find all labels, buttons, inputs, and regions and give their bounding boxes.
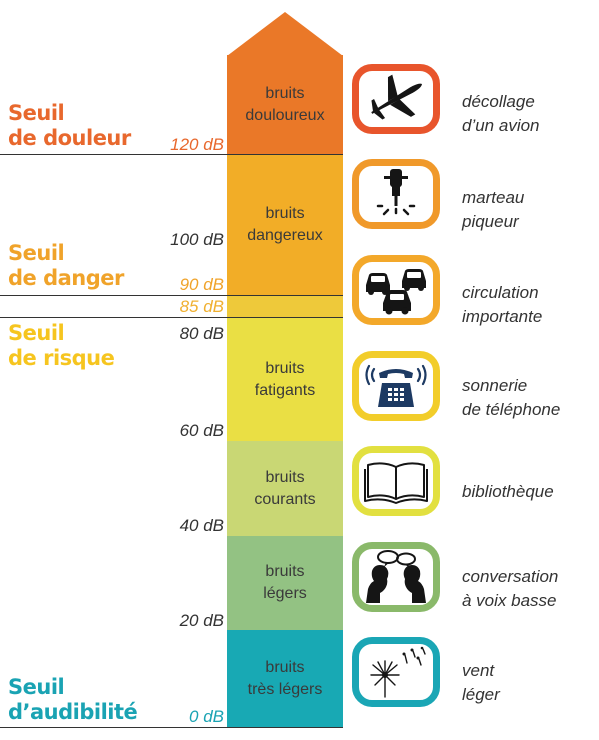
source-label-line: circulation	[462, 283, 539, 302]
band-label: très légers	[247, 681, 323, 698]
icon-box-avion	[352, 64, 440, 134]
db-label-40: 40 dB	[179, 516, 224, 535]
level-arrow-column	[227, 12, 343, 56]
icon-box-bibliotheque	[352, 446, 440, 516]
threshold-title: Seuil	[8, 101, 65, 125]
source-label-marteau: marteau piqueur	[462, 186, 524, 234]
band-label: douloureux	[245, 106, 325, 124]
book-icon	[364, 462, 428, 504]
band-transition	[227, 296, 343, 318]
db-label-100: 100 dB	[170, 230, 224, 249]
threshold-title: Seuil	[8, 241, 65, 265]
airplane-icon	[371, 74, 422, 120]
source-label-avion: décollage d’un avion	[462, 90, 540, 138]
threshold-title: de douleur	[8, 126, 131, 150]
source-label-line: importante	[462, 307, 543, 326]
icon-box-conversation	[352, 542, 440, 612]
source-label-line: marteau	[462, 188, 525, 207]
source-label-conversation: conversation à voix basse	[462, 565, 558, 613]
band-label: courants	[254, 490, 316, 508]
band-label: bruits	[265, 205, 305, 222]
db-label-0: 0 dB	[189, 707, 224, 726]
threshold-title: de danger	[8, 266, 124, 290]
source-label-telephone: sonnerie de téléphone	[462, 374, 560, 422]
source-label-vent: vent léger	[462, 659, 500, 707]
band-courants: bruits courants	[227, 441, 343, 536]
source-label-circulation: circulation importante	[462, 281, 542, 329]
threshold-title: Seuil	[8, 321, 65, 345]
db-label-90: 90 dB	[179, 275, 224, 294]
source-label-line: d’un avion	[462, 116, 540, 135]
conversation-icon	[366, 550, 426, 603]
source-label-line: vent	[462, 661, 495, 680]
band-label: bruits	[265, 468, 305, 486]
band-label: bruits	[265, 659, 305, 676]
rule-120db	[0, 154, 343, 155]
source-label-line: de téléphone	[462, 400, 561, 419]
source-label-line: bibliothèque	[462, 482, 554, 501]
band-legers: bruits légers	[227, 536, 343, 630]
threshold-risque: Seuil de risque	[8, 321, 115, 371]
threshold-title: Seuil	[8, 675, 65, 699]
band-label: légers	[263, 585, 307, 602]
threshold-douleur: Seuil de douleur	[8, 101, 131, 151]
band-fatigants: bruits fatigants	[227, 318, 343, 441]
source-label-line: conversation	[462, 567, 559, 586]
threshold-title: d’audibilité	[8, 700, 138, 724]
icon-box-telephone	[352, 351, 440, 421]
band-tres-legers: bruits très légers	[227, 630, 343, 728]
source-label-line: sonnerie	[462, 376, 528, 395]
source-label-line: décollage	[462, 92, 535, 111]
db-label-20: 20 dB	[179, 611, 224, 630]
band-label: bruits	[265, 359, 305, 377]
dandelion-icon	[370, 646, 426, 698]
source-label-line: à voix basse	[462, 591, 557, 610]
icon-box-circulation	[352, 255, 440, 325]
rule-90db	[0, 295, 343, 296]
arrow-head	[227, 12, 343, 56]
threshold-title: de risque	[8, 346, 115, 370]
db-label-80: 80 dB	[179, 324, 224, 343]
icon-box-marteau	[352, 159, 440, 229]
cars-icon	[366, 269, 426, 315]
band-douloureux: bruits douloureux	[227, 55, 343, 154]
rule-85db	[0, 317, 343, 318]
threshold-audibilite: Seuil d’audibilité	[8, 675, 138, 725]
threshold-danger: Seuil de danger	[8, 241, 124, 291]
band-label: bruits	[265, 84, 305, 102]
band-label: fatigants	[254, 381, 316, 399]
icon-box-vent	[352, 637, 440, 707]
jackhammer-icon	[376, 169, 416, 216]
source-label-line: léger	[462, 685, 500, 704]
band-label: bruits	[265, 563, 305, 580]
band-label: dangereux	[247, 227, 323, 244]
telephone-icon	[365, 364, 427, 407]
source-label-line: piqueur	[462, 212, 519, 231]
db-label-60: 60 dB	[179, 421, 224, 440]
db-label-85: 85 dB	[179, 297, 224, 316]
db-label-120: 120 dB	[170, 135, 224, 154]
source-label-bibliotheque: bibliothèque	[462, 480, 554, 504]
band-dangereux: bruits dangereux	[227, 154, 343, 296]
rule-0db	[0, 727, 343, 728]
